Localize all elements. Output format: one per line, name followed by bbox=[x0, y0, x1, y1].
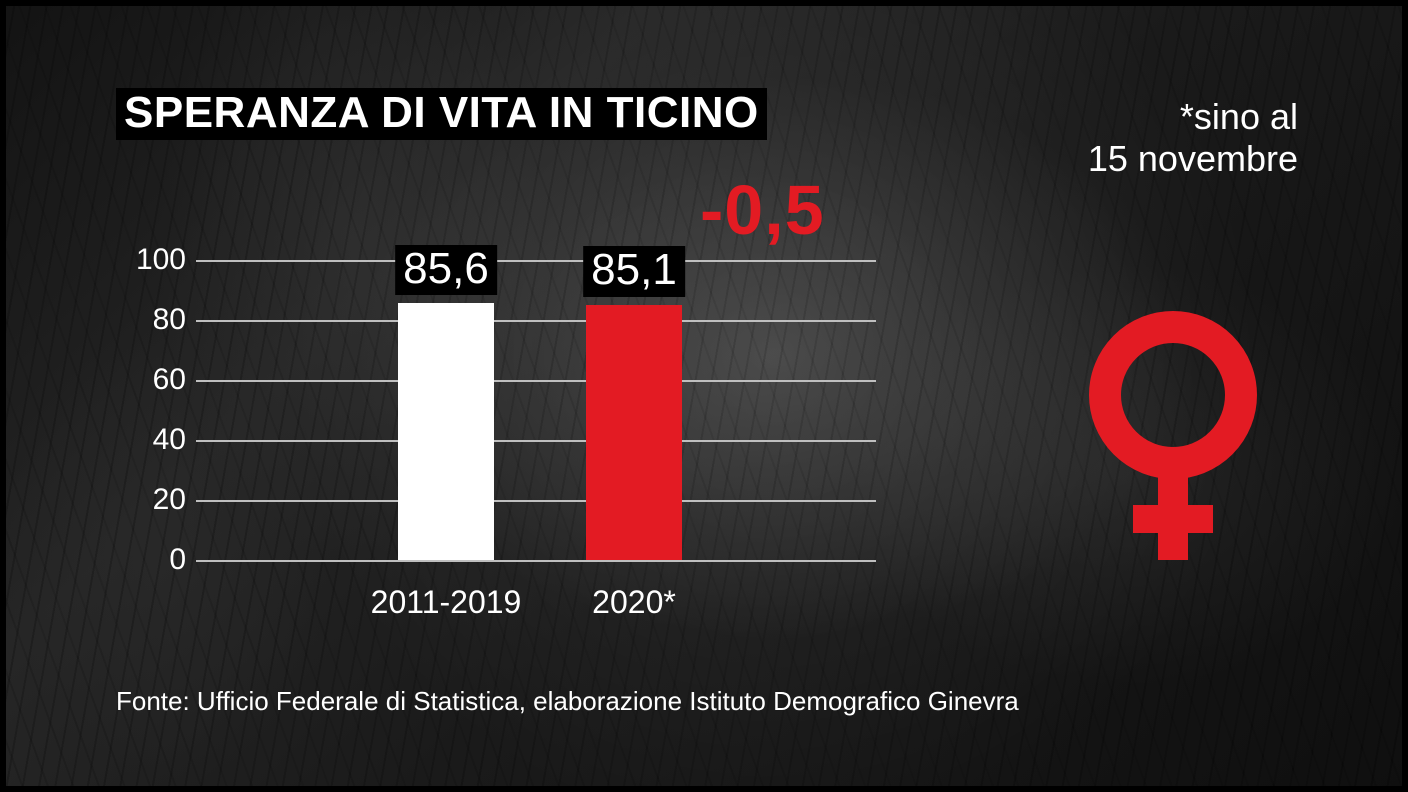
y-tick-label: 60 bbox=[116, 363, 186, 397]
gridline bbox=[196, 320, 876, 322]
footnote-line2: 15 novembre bbox=[1088, 138, 1298, 180]
delta-value: -0,5 bbox=[700, 170, 825, 250]
source-caption: Fonte: Ufficio Federale di Statistica, e… bbox=[116, 686, 1019, 717]
gridline bbox=[196, 260, 876, 262]
bar-value-label: 85,6 bbox=[395, 245, 497, 295]
footnote-line1: *sino al bbox=[1088, 96, 1298, 138]
y-tick-label: 20 bbox=[116, 483, 186, 517]
plot-area: 85,62011-201985,12020* bbox=[196, 260, 876, 560]
footnote: *sino al 15 novembre bbox=[1088, 96, 1298, 181]
y-tick-label: 0 bbox=[116, 543, 186, 577]
female-icon-ring bbox=[1105, 327, 1241, 463]
bar bbox=[398, 303, 494, 560]
gridline bbox=[196, 380, 876, 382]
bar bbox=[586, 305, 682, 560]
y-tick-label: 100 bbox=[116, 243, 186, 277]
gridline bbox=[196, 560, 876, 562]
gridline bbox=[196, 500, 876, 502]
x-tick-label: 2011-2019 bbox=[371, 584, 522, 621]
gridline bbox=[196, 440, 876, 442]
y-tick-label: 80 bbox=[116, 303, 186, 337]
female-icon-cross bbox=[1133, 505, 1213, 533]
bar-chart: 85,62011-201985,12020* 020406080100 bbox=[116, 260, 876, 580]
female-icon bbox=[1088, 310, 1258, 560]
chart-title: SPERANZA DI VITA IN TICINO bbox=[116, 88, 767, 140]
x-tick-label: 2020* bbox=[592, 584, 676, 621]
y-tick-label: 40 bbox=[116, 423, 186, 457]
bar-value-label: 85,1 bbox=[583, 246, 685, 296]
